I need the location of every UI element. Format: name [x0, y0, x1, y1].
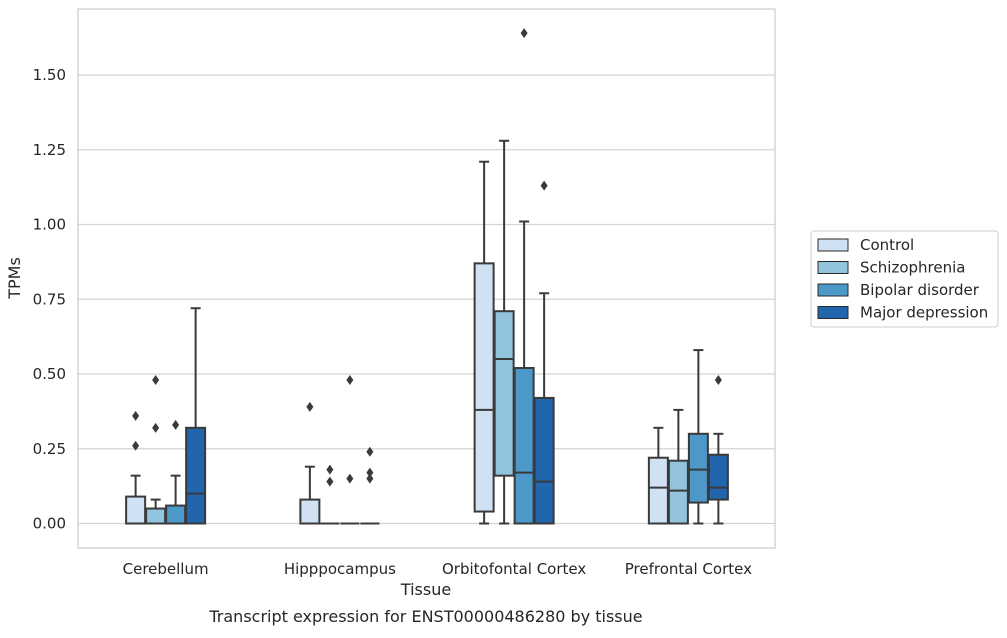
box-schizophrenia: [493, 139, 515, 525]
y-tick-label: 0.25: [33, 440, 66, 458]
box-schizophrenia: [667, 408, 689, 525]
box-plot-series: [125, 28, 729, 525]
outlier-point: [132, 440, 140, 451]
plot-area-frame: [77, 8, 776, 549]
legend-item: Control: [817, 236, 914, 254]
box-major-depression: [185, 307, 207, 525]
y-tick-label: 1.25: [33, 141, 66, 159]
outlier-point: [132, 410, 140, 421]
y-tick-label: 1.50: [33, 66, 66, 84]
y-tick-label: 0.00: [33, 515, 66, 533]
legend-items: Control Schizophrenia Bipolar disorder Majo…: [817, 236, 988, 322]
legend-item: Schizophrenia: [817, 259, 965, 277]
box-control: [473, 160, 495, 525]
box-major-depression: [707, 374, 729, 525]
box-body: [667, 459, 689, 525]
x-axis-ticks: Cerebellum Hipppocampus Orbitofontal Corte…: [123, 560, 752, 578]
outlier-point: [346, 473, 354, 484]
box-control: [299, 401, 321, 525]
box-body: [299, 498, 321, 525]
box-body: [125, 495, 147, 525]
box-body: [165, 504, 187, 525]
y-axis-label: TPMs: [5, 257, 24, 300]
outlier-point: [366, 446, 374, 457]
legend-swatch: [817, 306, 849, 319]
x-tick-label: Hipppocampus: [284, 560, 396, 578]
outlier-point: [152, 374, 160, 385]
outlier-point: [366, 473, 374, 484]
box-bipolar-disorder: [340, 374, 360, 525]
box-body: [493, 310, 515, 477]
box-body: [185, 426, 207, 525]
box-schizophrenia: [320, 464, 340, 525]
y-tick-label: 1.00: [33, 216, 66, 234]
legend-swatch: [817, 238, 849, 252]
x-tick-label: Prefrontal Cortex: [625, 560, 752, 578]
outlier-point: [520, 28, 528, 39]
box-bipolar-disorder: [687, 349, 709, 525]
box-body: [647, 456, 669, 525]
outlier-point: [326, 476, 334, 487]
box-major-depression: [360, 446, 380, 525]
x-axis-label: Tissue: [400, 580, 451, 599]
outlier-point: [152, 422, 160, 433]
outlier-point: [540, 180, 548, 191]
legend-label: Bipolar disorder: [860, 281, 980, 299]
box-body: [533, 396, 555, 525]
box-body: [145, 507, 167, 525]
box-control: [647, 426, 669, 525]
box-body: [473, 262, 495, 513]
outlier-point: [172, 419, 180, 430]
grid-lines: [78, 74, 775, 525]
legend-swatch: [817, 283, 849, 297]
outlier-point: [714, 374, 722, 385]
legend-item: Bipolar disorder: [817, 281, 980, 299]
legend-item: Major depression: [817, 304, 988, 322]
legend-label: Major depression: [860, 304, 988, 322]
legend: Control Schizophrenia Bipolar disorder Majo…: [810, 230, 999, 328]
outlier-point: [346, 374, 354, 385]
box-control: [125, 410, 147, 525]
box-body: [513, 367, 535, 525]
y-tick-label: 0.50: [33, 365, 66, 383]
outlier-point: [326, 464, 334, 475]
x-tick-label: Orbitofontal Cortex: [442, 560, 586, 578]
box-major-depression: [533, 180, 555, 525]
box-body: [707, 453, 729, 501]
box-bipolar-disorder: [165, 419, 187, 525]
outlier-point: [306, 401, 314, 412]
y-axis-ticks: 0.00 0.25 0.50 0.75 1.00 1.25 1.50: [33, 66, 66, 533]
legend-frame: [810, 230, 999, 328]
box-body: [687, 432, 709, 504]
x-tick-label: Cerebellum: [123, 560, 209, 578]
legend-swatch: [817, 261, 849, 274]
chart-caption: Transcript expression for ENST0000048628…: [208, 607, 642, 626]
legend-label: Control: [860, 236, 914, 254]
box-bipolar-disorder: [513, 28, 535, 525]
outlier-point: [366, 467, 374, 478]
y-tick-label: 0.75: [33, 290, 66, 308]
legend-label: Schizophrenia: [860, 259, 965, 277]
box-schizophrenia: [145, 374, 167, 525]
